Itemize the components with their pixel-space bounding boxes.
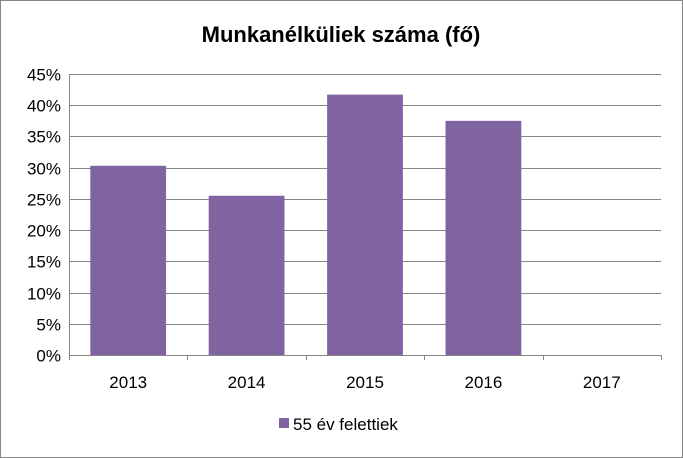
y-tick-label: 5% bbox=[36, 316, 61, 335]
x-axis-ticks: 2013 2014 2015 2016 2017 bbox=[109, 373, 620, 392]
y-tick-label: 25% bbox=[27, 191, 61, 210]
chart-title: Munkanélküliek száma (fő) bbox=[202, 22, 481, 47]
bar-2016 bbox=[445, 120, 522, 355]
y-tick-label: 10% bbox=[27, 285, 61, 304]
bar-2014 bbox=[208, 195, 285, 355]
y-tick-label: 15% bbox=[27, 253, 61, 272]
x-tick-label: 2017 bbox=[583, 373, 621, 392]
x-tick-label: 2016 bbox=[464, 373, 502, 392]
y-tick-label: 45% bbox=[27, 66, 61, 85]
y-tick-label: 30% bbox=[27, 160, 61, 179]
y-tick-label: 0% bbox=[36, 347, 61, 366]
y-tick-label: 35% bbox=[27, 128, 61, 147]
bars bbox=[90, 94, 522, 356]
legend-label: 55 év felettiek bbox=[293, 415, 398, 434]
bar-2013 bbox=[90, 165, 167, 355]
bar-2015 bbox=[327, 94, 403, 356]
legend: 55 év felettiek bbox=[279, 415, 398, 434]
x-tick-label: 2013 bbox=[109, 373, 147, 392]
x-tick-label: 2015 bbox=[346, 373, 384, 392]
y-tick-label: 20% bbox=[27, 222, 61, 241]
y-tick-label: 40% bbox=[27, 97, 61, 116]
y-axis-ticks: 0% 5% 10% 15% 20% 25% 30% 35% 40% 45% bbox=[27, 66, 61, 366]
x-tick-label: 2014 bbox=[228, 373, 266, 392]
legend-swatch bbox=[279, 418, 289, 428]
